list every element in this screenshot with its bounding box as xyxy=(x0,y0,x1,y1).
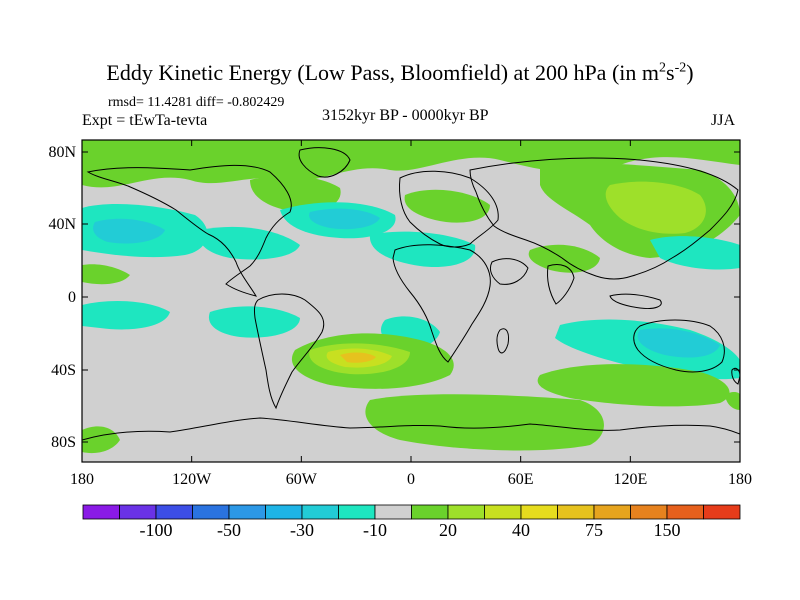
lon-tick-label: 180 xyxy=(728,471,752,488)
colorbar-label: 40 xyxy=(512,520,530,540)
experiment-label: Expt = tEwTa-tevta xyxy=(82,112,208,129)
colorbar-label: 150 xyxy=(654,520,681,540)
season-label: JJA xyxy=(711,112,736,129)
lat-tick-label: 80N xyxy=(48,144,76,161)
coastline-indonesia xyxy=(609,293,662,309)
coastline-new-zealand xyxy=(731,367,740,385)
colorbar-label: -100 xyxy=(140,520,173,540)
colorbar-swatch xyxy=(265,504,303,520)
coastline-australia xyxy=(633,319,725,373)
positive-region-southern-ocean-west xyxy=(82,426,120,454)
negative-region-north-america-core xyxy=(309,208,380,230)
positive-region-south-pacific-core xyxy=(340,352,376,363)
colorbar-swatch xyxy=(338,504,376,520)
coastline-india xyxy=(547,264,575,305)
lat-tick-label: 0 xyxy=(68,289,76,306)
colorbar xyxy=(82,504,741,520)
positive-region-east-asia xyxy=(605,181,706,234)
positive-region-south-east-pacific xyxy=(725,391,740,410)
positive-region-southern-ocean xyxy=(365,394,604,451)
colorbar-label: 75 xyxy=(585,520,603,540)
negative-region-west-pacific xyxy=(650,236,740,270)
positive-region-south-indian xyxy=(537,364,730,407)
coastline-south-america xyxy=(253,293,325,410)
colorbar-swatch xyxy=(301,504,339,520)
colorbar-swatch xyxy=(374,504,412,520)
colorbar-swatch xyxy=(192,504,230,520)
negative-region-midlatitude-band xyxy=(199,226,300,260)
negative-region-australia-core xyxy=(637,328,720,358)
positive-region-central-asia xyxy=(528,244,600,273)
coastline-greenland xyxy=(298,147,351,178)
longitude-ticks: 180 120W 60W 0 60E 120E 180 xyxy=(70,140,752,488)
negative-region-north-pacific-core xyxy=(93,218,165,244)
latitude-ticks: 80N 40N 0 40S 80S xyxy=(48,144,740,451)
lat-tick-label: 80S xyxy=(51,434,76,451)
colorbar-labels: -100 -50 -30 -10 20 40 75 150 xyxy=(140,520,681,540)
colorbar-swatch xyxy=(666,504,704,520)
colorbar-swatch xyxy=(557,504,595,520)
colorbar-swatch xyxy=(228,504,266,520)
stats-label: rmsd= 11.4281 diff= -0.802429 xyxy=(108,95,285,110)
negative-region-mid-atlantic xyxy=(369,231,476,268)
lon-tick-label: 60E xyxy=(508,471,534,488)
coastline-europe xyxy=(399,170,499,248)
colorbar-swatch xyxy=(484,504,522,520)
colorbar-swatch xyxy=(411,504,449,520)
lon-tick-label: 60W xyxy=(286,471,318,488)
lon-tick-label: 180 xyxy=(70,471,94,488)
coastlines xyxy=(82,147,740,441)
coastline-madagascar xyxy=(496,328,509,354)
lon-tick-label: 120W xyxy=(172,471,212,488)
colorbar-swatch xyxy=(119,504,157,520)
colorbar-swatch xyxy=(82,504,120,520)
lat-tick-label: 40S xyxy=(51,362,76,379)
colorbar-label: -30 xyxy=(290,520,314,540)
colorbar-swatch xyxy=(520,504,558,520)
coastline-asia xyxy=(469,157,739,280)
coastline-north-america xyxy=(86,164,292,297)
field-layer xyxy=(82,140,740,462)
colorbar-swatch xyxy=(703,504,741,520)
coastline-africa xyxy=(392,244,491,363)
colorbar-swatch xyxy=(447,504,485,520)
coastline-antarctica xyxy=(82,417,740,441)
period-label: 3152kyr BP - 0000kyr BP xyxy=(322,107,489,124)
lon-tick-label: 120E xyxy=(613,471,647,488)
negative-region-tropical-pacific xyxy=(208,306,300,338)
colorbar-swatch xyxy=(630,504,668,520)
lat-tick-label: 40N xyxy=(48,216,76,233)
positive-region-east-pacific xyxy=(82,264,130,285)
positive-region-arctic xyxy=(82,140,740,188)
positive-region-europe xyxy=(404,189,490,223)
negative-region-tropical-east-pacific xyxy=(82,300,170,330)
colorbar-label: -10 xyxy=(363,520,387,540)
lon-tick-label: 0 xyxy=(407,471,415,488)
axes: 80N 40N 0 40S 80S 180 120W 60W 0 60E 120E 180 xyxy=(48,139,752,488)
colorbar-label: -50 xyxy=(217,520,241,540)
colorbar-swatch xyxy=(593,504,631,520)
colorbar-swatch xyxy=(155,504,193,520)
colorbar-label: 20 xyxy=(439,520,457,540)
plot-title: Eddy Kinetic Energy (Low Pass, Bloomfiel… xyxy=(106,60,694,85)
coastline-arabia xyxy=(489,258,529,285)
